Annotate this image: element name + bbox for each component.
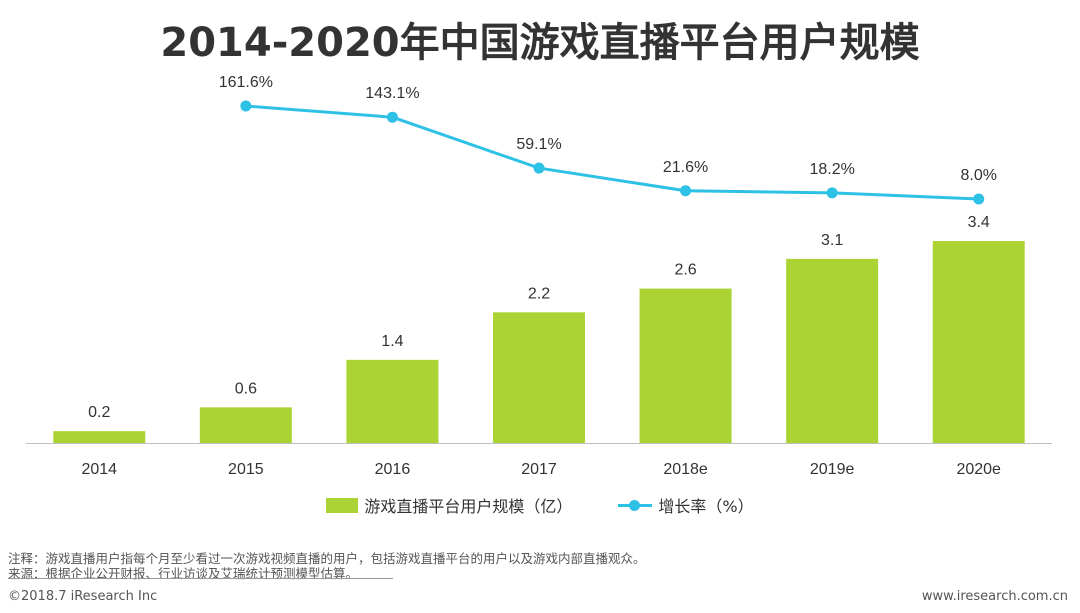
legend-line-swatch [618, 497, 653, 513]
chart-source: 来源：根据企业公开财报、行业访谈及艾瑞统计预测模型估算。 [8, 566, 359, 581]
x-tick-label-2020e: 2020e [956, 461, 1001, 478]
growth-label-2017: 59.1% [516, 136, 561, 153]
bar-label-2018e: 2.6 [674, 262, 696, 279]
x-tick-label-2017: 2017 [521, 461, 557, 478]
bar-2017 [493, 312, 585, 443]
growth-label-2015: 161.6% [219, 74, 273, 91]
growth-rate-line [245, 104, 979, 201]
legend-bar-label: 游戏直播平台用户规模（亿） [364, 497, 573, 516]
bar-label-2016: 1.4 [381, 333, 403, 350]
chart-title: 2014-2020年中国游戏直播平台用户规模 [160, 20, 920, 66]
bar-2016 [346, 359, 439, 443]
growth-point-2016 [386, 111, 398, 123]
growth-point-2019e [826, 187, 838, 199]
bar-2020e [932, 241, 1025, 443]
bar-label-2020e: 3.4 [968, 214, 990, 231]
bar-2018e [639, 288, 732, 443]
growth-label-2018e: 21.6% [663, 159, 708, 176]
bar-label-2014: 0.2 [88, 404, 110, 421]
growth-point-2017 [533, 162, 545, 174]
legend-item-line: 增长率（%） [618, 493, 754, 517]
legend-item-bar: 游戏直播平台用户规模（亿） [326, 493, 572, 517]
growth-label-2016: 143.1% [365, 85, 419, 102]
note-divider [8, 578, 393, 579]
growth-point-2020e [973, 193, 985, 205]
bar-2014 [53, 431, 146, 443]
footer-website[interactable]: www.iresearch.com.cn [921, 589, 1068, 604]
x-tick-label-2018e: 2018e [663, 461, 708, 478]
growth-label-2020e: 8.0% [960, 167, 996, 184]
bar-label-2015: 0.6 [235, 380, 257, 397]
bar-2019e [786, 258, 879, 443]
x-tick-label-2019e: 2019e [810, 461, 855, 478]
chart-legend: 游戏直播平台用户规模（亿） 增长率（%） [0, 493, 1080, 517]
x-tick-label-2014: 2014 [81, 461, 117, 478]
footer-copyright: ©2018.7 iResearch Inc [8, 589, 158, 604]
x-tick-label-2016: 2016 [375, 461, 411, 478]
legend-line-label: 增长率（%） [658, 497, 754, 516]
legend-bar-swatch [326, 497, 359, 513]
bar-label-2017: 2.2 [528, 285, 550, 302]
growth-point-2018e [680, 185, 692, 197]
bar-2015 [199, 407, 292, 443]
growth-point-2015 [240, 100, 252, 112]
x-tick-label-2015: 2015 [228, 461, 264, 478]
chart-note: 注释：游戏直播用户指每个月至少看过一次游戏视频直播的用户，包括游戏直播平台的用户… [8, 551, 646, 566]
bar-label-2019e: 3.1 [821, 232, 843, 249]
growth-label-2019e: 18.2% [809, 161, 854, 178]
